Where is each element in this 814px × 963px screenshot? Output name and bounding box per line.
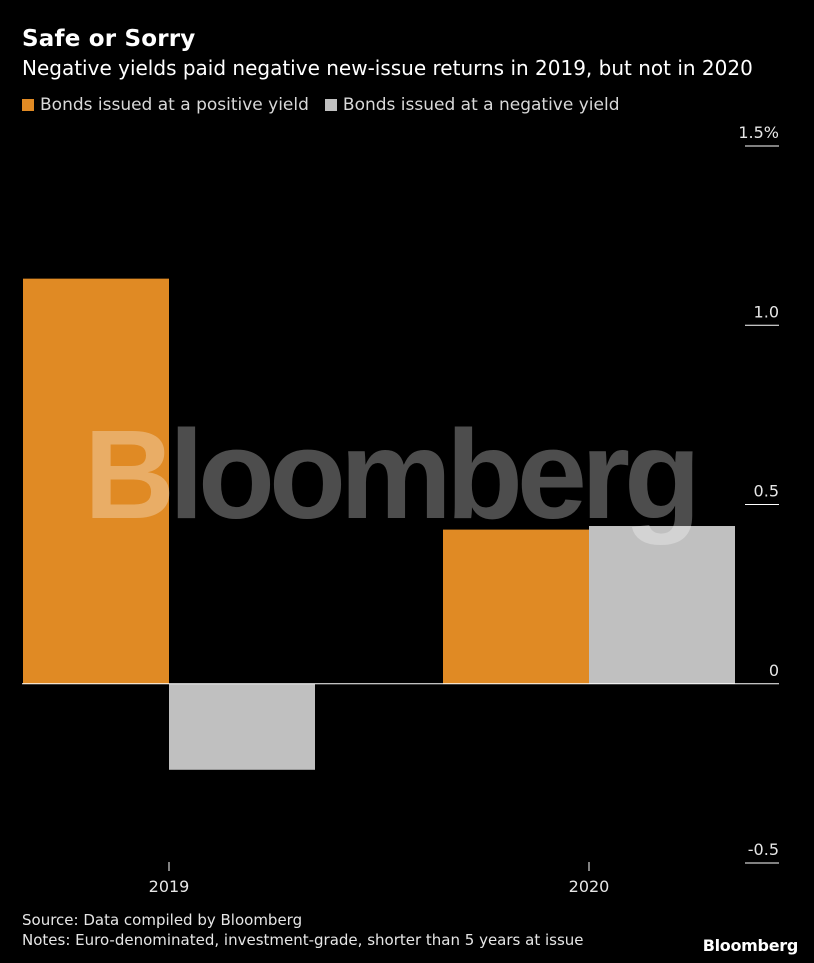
chart-title: Safe or Sorry — [22, 26, 196, 52]
watermark-logo: Bloomberg — [84, 404, 695, 545]
x-axis-group: 2019 2020 — [149, 862, 610, 896]
legend-item-negative-yield: Bonds issued at a negative yield — [324, 95, 620, 115]
bar-2019-series-1 — [169, 683, 315, 770]
bar-2019-series-0 — [23, 278, 169, 684]
y-tick-label-1.5%: 1.5% — [738, 123, 779, 142]
bar-2020-series-0 — [443, 529, 589, 684]
notes: Notes: Euro-denominated, investment-grad… — [22, 931, 584, 949]
source-note: Source: Data compiled by Bloomberg — [22, 911, 303, 929]
legend-label-positive-yield: Bonds issued at a positive yield — [40, 95, 309, 115]
legend: Bonds issued at a positive yield Bonds i… — [22, 95, 635, 115]
y-tick-label-0.5: 0.5 — [754, 482, 779, 501]
bloomberg-logo: Bloomberg — [702, 936, 799, 955]
legend-swatch-positive-yield — [22, 99, 34, 111]
y-tick-label--0.5: -0.5 — [748, 840, 779, 859]
legend-swatch-negative-yield — [324, 99, 337, 111]
x-tick-label-2020: 2020 — [569, 877, 610, 896]
bars-group — [23, 278, 735, 770]
legend-item-positive-yield: Bonds issued at a positive yield — [22, 95, 309, 115]
x-tick-label-2019: 2019 — [149, 877, 190, 896]
y-axis-group: 1.5% 1.0 0.5 0 -0.5 — [22, 123, 779, 864]
chart-subtitle: Negative yields paid negative new-issue … — [22, 56, 753, 80]
y-tick-label-0: 0 — [769, 661, 779, 680]
y-tick-label-1.0: 1.0 — [754, 302, 779, 321]
bar-2020-series-1 — [589, 526, 735, 684]
legend-label-negative-yield: Bonds issued at a negative yield — [342, 95, 620, 115]
